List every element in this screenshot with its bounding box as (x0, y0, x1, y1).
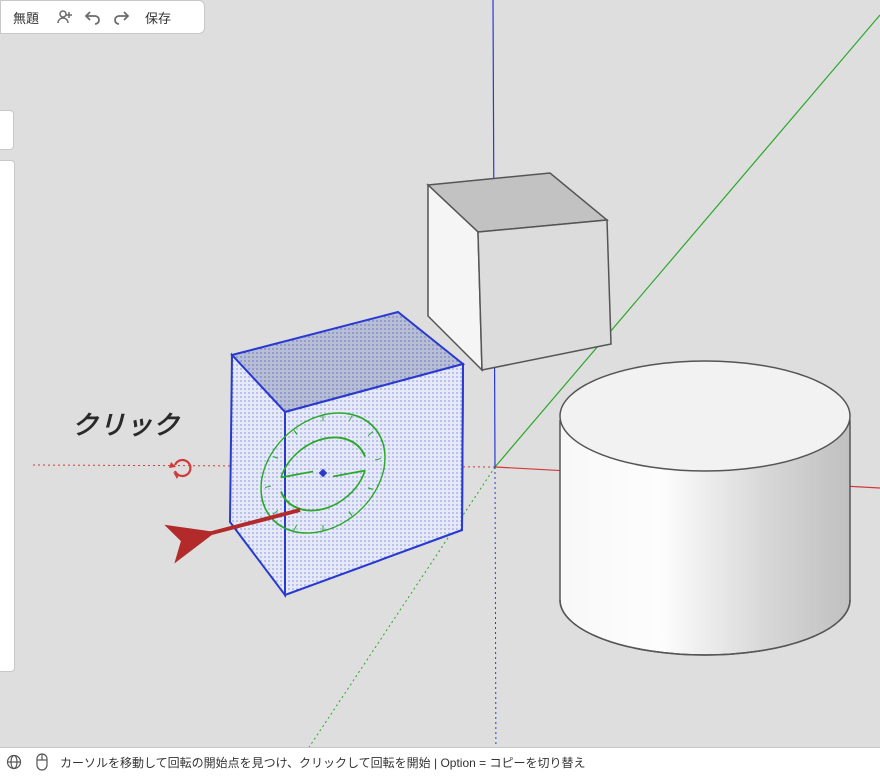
save-button[interactable]: 保存 (135, 8, 181, 27)
document-title: 無題 (1, 8, 51, 27)
viewport: クリック 無題 保存 (0, 0, 880, 776)
statusbar: カーソルを移動して回転の開始点を見つけ、クリックして回転を開始 | Option… (0, 747, 880, 776)
topbar: 無題 保存 (0, 0, 205, 34)
redo-button[interactable] (107, 3, 135, 31)
mouse-icon[interactable] (28, 748, 56, 776)
scene-svg[interactable] (0, 0, 880, 776)
annotation-click-label: クリック (72, 405, 180, 442)
cylinder[interactable] (560, 361, 850, 655)
cube-back[interactable] (428, 173, 611, 370)
toolbar-collapsed[interactable] (0, 160, 15, 672)
status-hint: カーソルを移動して回転の開始点を見つけ、クリックして回転を開始 | Option… (56, 754, 586, 771)
add-person-button[interactable] (51, 3, 79, 31)
undo-button[interactable] (79, 3, 107, 31)
geo-icon[interactable] (0, 748, 28, 776)
side-panel-collapse-1[interactable] (0, 110, 14, 150)
